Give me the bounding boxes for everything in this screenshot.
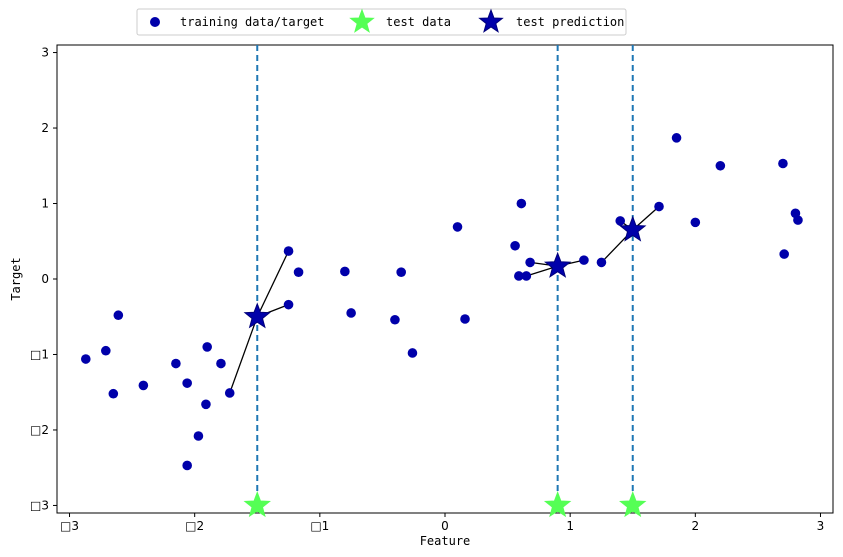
vertical-dashed-lines: [256, 45, 634, 513]
x-tick-label: 1: [566, 519, 574, 533]
training-point: [778, 158, 788, 169]
training-point: [108, 388, 119, 399]
training-point: [138, 380, 149, 391]
training-point: [510, 240, 520, 251]
test-prediction-points: [243, 215, 647, 329]
training-point: [779, 249, 789, 259]
training-point: [654, 201, 664, 212]
training-point: [283, 299, 294, 310]
training-point: [171, 358, 181, 369]
x-axis-ticks: □3 □2 □1 0 1 2 3: [60, 513, 824, 533]
training-point: [671, 133, 682, 143]
training-point: [521, 271, 532, 281]
training-point: [224, 388, 235, 398]
plot-area: [56, 44, 834, 514]
training-point: [216, 358, 226, 369]
training-point: [201, 399, 211, 410]
x-tick-label: □1: [310, 519, 329, 533]
training-point: [525, 257, 535, 268]
training-point: [514, 271, 524, 281]
legend-box: [136, 8, 627, 36]
training-point: [579, 255, 589, 265]
y-tick-label: 0: [41, 272, 49, 286]
training-point: [715, 160, 726, 171]
training-point: [340, 266, 350, 277]
test-prediction-point: [243, 302, 271, 329]
y-tick-label: 1: [41, 197, 49, 211]
training-point: [407, 348, 418, 358]
training-point: [452, 222, 463, 232]
training-point: [202, 342, 212, 352]
training-point: [690, 217, 701, 228]
training-point: [793, 215, 803, 225]
training-point: [182, 378, 192, 388]
x-tick-label: 0: [441, 519, 449, 533]
test-prediction-point: [543, 251, 572, 278]
training-point: [346, 308, 356, 318]
test-data-point: [243, 491, 271, 518]
training-point: [390, 314, 400, 325]
test-data-points: [243, 491, 647, 518]
neighbor-line: [229, 316, 258, 394]
x-axis-label: Feature: [420, 534, 471, 548]
training-point: [101, 345, 111, 356]
x-tick-label: 3: [817, 519, 825, 533]
x-tick-label: 2: [692, 519, 700, 533]
training-point: [615, 216, 626, 226]
test-data-point: [619, 491, 647, 518]
training-point: [80, 354, 91, 364]
training-point: [193, 431, 204, 441]
neighbor-line: [256, 250, 290, 318]
y-tick-label: 2: [41, 121, 49, 135]
training-point: [293, 267, 304, 278]
training-point: [396, 267, 406, 278]
y-tick-label: □3: [30, 498, 49, 512]
training-point: [460, 314, 470, 324]
x-tick-label: □3: [60, 519, 79, 533]
test-data-point: [543, 491, 572, 518]
y-tick-label: 3: [41, 46, 49, 60]
y-tick-label: □1: [30, 347, 49, 361]
x-tick-label: □2: [185, 519, 204, 533]
legend-test-prediction-marker: [478, 8, 504, 33]
training-point: [182, 460, 192, 471]
y-axis-label: Target: [9, 257, 23, 300]
training-point: [516, 198, 527, 209]
test-prediction-point: [619, 215, 647, 242]
legend: training data/target test data test pred…: [136, 8, 627, 36]
legend-training-marker: [150, 17, 160, 27]
training-point: [283, 246, 294, 256]
training-point: [596, 257, 607, 268]
legend-test-prediction-label: test prediction: [516, 15, 624, 29]
y-tick-label: □2: [30, 423, 49, 437]
legend-test-data-label: test data: [386, 15, 451, 29]
legend-training-label: training data/target: [180, 15, 325, 29]
training-points: [80, 133, 803, 471]
training-point: [113, 310, 124, 321]
legend-test-data-marker: [349, 8, 375, 33]
y-axis-ticks: □3 □2 □1 0 1 2 3: [30, 46, 57, 512]
